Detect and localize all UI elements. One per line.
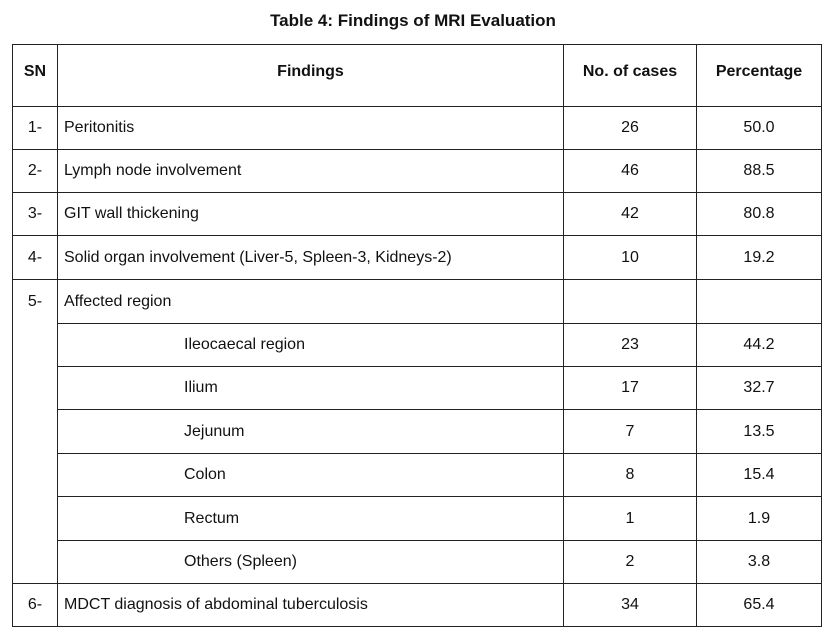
row-percentage [696, 279, 822, 324]
header-percentage: Percentage [696, 44, 822, 107]
sub-row: Ileocaecal region 23 44.2 [13, 323, 822, 367]
row-finding: Lymph node involvement [57, 149, 564, 193]
subrow-percentage: 32.7 [696, 366, 822, 410]
header-sn: SN [12, 44, 58, 107]
row-sn: 4- [12, 235, 58, 280]
header-row: SN Findings No. of cases Percentage [12, 44, 822, 107]
row-finding: GIT wall thickening [57, 192, 564, 236]
subrow-percentage: 44.2 [696, 323, 822, 367]
subrow-percentage: 13.5 [696, 409, 822, 454]
row-percentage: 80.8 [696, 192, 822, 236]
subrow-finding: Jejunum [57, 409, 564, 454]
row-cases: 46 [563, 149, 697, 193]
table-row: 2- Lymph node involvement 46 88.5 [12, 149, 822, 193]
subrow-finding: Rectum [57, 496, 564, 541]
subrow-cases: 7 [563, 409, 697, 454]
row-sn: 6- [12, 583, 58, 627]
row-cases [563, 279, 697, 324]
sub-row: Jejunum 7 13.5 [13, 409, 822, 454]
sub-row: Rectum 1 1.9 [13, 496, 822, 541]
subrow-percentage: 1.9 [696, 496, 822, 541]
sub-row: Colon 8 15.4 [13, 453, 822, 497]
subrow-finding: Ileocaecal region [57, 323, 564, 367]
subrow-percentage: 3.8 [696, 540, 822, 584]
subrow-cases: 2 [563, 540, 697, 584]
row-sn: 2- [12, 149, 58, 193]
row-percentage: 19.2 [696, 235, 822, 280]
header-cases: No. of cases [563, 44, 697, 107]
subrow-finding: Others (Spleen) [57, 540, 564, 584]
row-percentage: 65.4 [696, 583, 822, 627]
row-sn: 5- [12, 279, 58, 584]
table-caption: Table 4: Findings of MRI Evaluation [270, 11, 556, 30]
row-finding: Solid organ involvement (Liver-5, Spleen… [57, 235, 564, 280]
subrow-cases: 17 [563, 366, 697, 410]
row-sn: 1- [12, 106, 58, 150]
table-row: 5- Affected region [12, 279, 822, 584]
subrow-finding: Ilium [57, 366, 564, 410]
row-finding: Affected region [57, 279, 564, 324]
row-cases: 34 [563, 583, 697, 627]
subrow-finding: Colon [57, 453, 564, 497]
row-finding: MDCT diagnosis of abdominal tuberculosis [57, 583, 564, 627]
row-cases: 42 [563, 192, 697, 236]
row-finding: Peritonitis [57, 106, 564, 150]
sub-row: Ilium 17 32.7 [13, 366, 822, 410]
sub-row: Others (Spleen) 2 3.8 [13, 540, 822, 584]
header-findings: Findings [57, 44, 564, 107]
row-percentage: 50.0 [696, 106, 822, 150]
row-cases: 26 [563, 106, 697, 150]
subrow-percentage: 15.4 [696, 453, 822, 497]
row-percentage: 88.5 [696, 149, 822, 193]
table-row: 6- MDCT diagnosis of abdominal tuberculo… [12, 583, 822, 627]
subrow-cases: 1 [563, 496, 697, 541]
table-row: 4- Solid organ involvement (Liver-5, Spl… [12, 235, 822, 280]
table-row: 3- GIT wall thickening 42 80.8 [12, 192, 822, 236]
subrow-cases: 23 [563, 323, 697, 367]
row-cases: 10 [563, 235, 697, 280]
subrow-cases: 8 [563, 453, 697, 497]
findings-table: SN Findings No. of cases Percentage 1- P… [12, 44, 822, 627]
row-sn: 3- [12, 192, 58, 236]
table-row: 1- Peritonitis 26 50.0 [12, 106, 822, 150]
